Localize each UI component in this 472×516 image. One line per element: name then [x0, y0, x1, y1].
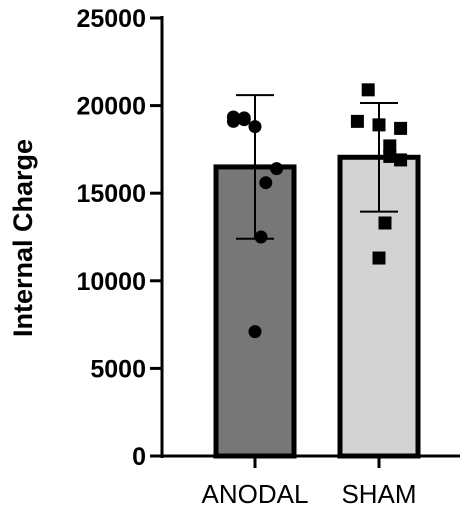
- data-point-anodal: [237, 113, 251, 127]
- x-tick-label: ANODAL: [202, 479, 309, 509]
- data-point-sham: [378, 216, 392, 230]
- data-point-sham: [394, 153, 408, 167]
- data-point-anodal: [226, 114, 240, 128]
- y-tick-label: 15000: [76, 180, 146, 208]
- data-point-anodal: [259, 176, 273, 190]
- data-point-sham: [372, 251, 386, 265]
- y-tick-label: 5000: [90, 355, 146, 383]
- y-axis-title: Internal Charge: [8, 139, 38, 337]
- data-point-sham: [394, 121, 408, 135]
- axes: [160, 16, 460, 468]
- error-bars: [236, 94, 398, 240]
- y-tick-label: 20000: [76, 93, 146, 121]
- data-points: [226, 83, 408, 339]
- data-point-sham: [383, 139, 397, 153]
- y-tick-label: 0: [132, 443, 146, 471]
- data-point-anodal: [270, 162, 284, 176]
- x-axis-labels: ANODAL SHAM: [202, 479, 417, 509]
- data-point-sham: [350, 114, 364, 128]
- x-tick-label: SHAM: [341, 479, 416, 509]
- data-point-sham: [361, 83, 375, 97]
- data-point-sham: [383, 149, 397, 163]
- y-tick-label: 10000: [76, 268, 146, 296]
- bars: [213, 154, 421, 459]
- y-axis-ticks: 0 5000 10000 15000 20000 25000: [76, 5, 162, 471]
- data-point-anodal: [248, 325, 262, 339]
- y-tick-label: 25000: [76, 5, 146, 33]
- data-point-anodal: [254, 230, 268, 244]
